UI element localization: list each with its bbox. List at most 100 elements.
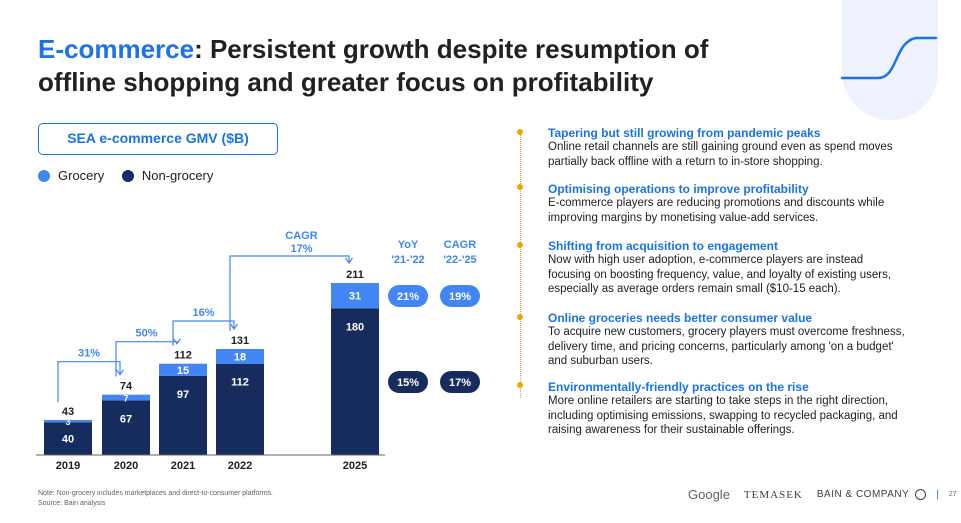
- data-label-grocery-2019: 3: [65, 417, 70, 427]
- bar-grocery-2020: [102, 394, 150, 401]
- bar-grocery-2025: [331, 283, 379, 309]
- bar-grocery-2021: [159, 363, 207, 376]
- title-line-1: : Persistent growth despite resumption o…: [194, 34, 709, 64]
- x-tick-label-2021: 2021: [171, 460, 195, 472]
- timeline-dot: [517, 314, 523, 320]
- x-tick-label-2022: 2022: [228, 460, 252, 472]
- growth-label: 50%: [135, 328, 157, 340]
- growth-table-period: '21-'22: [391, 254, 424, 266]
- insight-item: Online groceries needs better consumer v…: [548, 311, 908, 369]
- timeline-dot: [517, 382, 523, 388]
- insight-item: Optimising operations to improve profita…: [548, 182, 908, 225]
- footnote-note: Note: Non-grocery includes marketplaces …: [38, 490, 273, 497]
- insight-body: E-commerce players are reducing promotio…: [548, 197, 885, 224]
- growth-arrow-2021-2022-head: [230, 323, 238, 331]
- insight-body: To acquire new customers, grocery player…: [548, 326, 905, 367]
- growth-label: 31%: [78, 348, 100, 360]
- growth-table-header: CAGR: [444, 239, 476, 251]
- footnote: Note: Non-grocery includes marketplaces …: [38, 489, 273, 509]
- partner-logos: Google TEMASEK BAIN & COMPANY | 27: [688, 487, 957, 502]
- growth-nongrocery-yoy-value: 15%: [397, 377, 419, 389]
- chart-legend: Grocery Non-grocery: [38, 168, 227, 185]
- growth-grocery-yoy-value: 21%: [397, 291, 419, 303]
- bar-nongrocery-2025: [331, 308, 379, 455]
- legend-swatch-nongrocery: [121, 169, 134, 182]
- legend-item-grocery: Grocery: [38, 168, 104, 183]
- title-line-2: offline shopping and greater focus on pr…: [38, 67, 654, 97]
- chart-title: SEA e-commerce GMV ($B): [38, 123, 278, 155]
- data-label-nongrocery-2020: 67: [120, 413, 132, 425]
- cagr-arrow-2022-2025: [229, 255, 350, 332]
- growth-nongrocery-cagr-value: 17%: [449, 377, 471, 389]
- insight-body: Online retail channels are still gaining…: [548, 141, 893, 168]
- growth-nongrocery-cagr-pill: [440, 371, 480, 393]
- legend-swatch-grocery: [38, 169, 50, 182]
- bar-nongrocery-2022: [216, 363, 264, 455]
- bar-nongrocery-2019: [44, 422, 92, 455]
- insight-item: Environmentally-friendly practices on th…: [548, 380, 908, 438]
- bain-logo: BAIN & COMPANY: [816, 489, 910, 500]
- growth-arrow-2020-2021-head: [173, 338, 181, 345]
- data-label-nongrocery-2019: 40: [62, 434, 74, 446]
- growth-arrow-2019-2020-head: [116, 369, 124, 376]
- legend-label-nongrocery: Non-grocery: [141, 168, 214, 183]
- growth-label: 16%: [192, 307, 214, 319]
- insight-heading: Online groceries needs better consumer v…: [548, 311, 813, 325]
- total-label-2019: 43: [62, 406, 74, 418]
- cagr-label: CAGR: [285, 230, 317, 242]
- title-accent: E-commerce: [38, 34, 195, 64]
- growth-grocery-cagr-pill: [440, 285, 480, 307]
- growth-grocery-yoy-pill: [388, 285, 428, 307]
- gmv-bar-chart: 40 343 2019 67 774 2020 97 15 112 2021 112 18 131 202…: [36, 230, 480, 472]
- insight-heading: Environmentally-friendly practices on th…: [548, 380, 809, 394]
- insight-heading: Shifting from acquisition to engagement: [548, 239, 779, 253]
- data-label-nongrocery-2025: 180: [346, 321, 364, 333]
- timeline-spine: [520, 130, 521, 398]
- bar-grocery-2022: [216, 349, 264, 364]
- data-label-grocery-2022: 18: [234, 351, 246, 363]
- total-label-2020: 74: [120, 381, 133, 393]
- insight-item: Shifting from acquisition to engagement …: [548, 239, 908, 297]
- x-tick-label-2019: 2019: [56, 460, 80, 472]
- data-label-grocery-2020: 7: [123, 394, 128, 404]
- google-logo: Google: [688, 487, 730, 502]
- data-label-grocery-2025: 31: [349, 291, 361, 303]
- temasek-logo: TEMASEK: [743, 488, 803, 501]
- bar-nongrocery-2020: [102, 400, 150, 455]
- legend-item-nongrocery: Non-grocery: [121, 168, 214, 183]
- timeline-dot: [517, 129, 523, 135]
- total-label-2021: 112: [174, 350, 192, 362]
- data-label-grocery-2021: 15: [177, 365, 189, 377]
- insight-heading: Tapering but still growing from pandemic…: [548, 126, 821, 140]
- legend-label-grocery: Grocery: [58, 168, 105, 183]
- page-title: E-commerce: Persistent growth despite re…: [38, 33, 798, 99]
- x-tick-label-2025: 2025: [343, 460, 367, 472]
- insight-body: More online retailers are starting to ta…: [548, 395, 898, 436]
- insight-item: Tapering but still growing from pandemic…: [548, 126, 908, 169]
- data-label-nongrocery-2021: 97: [177, 389, 189, 401]
- footnote-source: Source: Bain analysis: [38, 500, 106, 507]
- page-number: 27: [948, 491, 957, 498]
- growth-arrow-2019-2020: [57, 361, 121, 402]
- bar-nongrocery-2021: [159, 375, 207, 455]
- bain-ring-icon: [915, 489, 927, 500]
- cagr-arrow-2022-2025-head: [345, 257, 353, 265]
- brand-swoosh-icon: [840, 36, 938, 80]
- bar-grocery-2019: [44, 419, 92, 423]
- timeline-dot: [517, 242, 523, 248]
- growth-arrow-2021-2022: [172, 320, 235, 346]
- growth-table-period: '22-'25: [443, 254, 476, 266]
- growth-grocery-cagr-value: 19%: [449, 291, 471, 303]
- decorative-panel: [842, 0, 938, 120]
- total-label-2025: 211: [346, 269, 364, 281]
- timeline-dot: [517, 184, 523, 190]
- insight-heading: Optimising operations to improve profita…: [548, 182, 809, 196]
- x-tick-label-2020: 2020: [114, 460, 138, 472]
- total-label-2022: 131: [231, 335, 249, 347]
- growth-table-header: YoY: [398, 239, 419, 251]
- logo-separator: |: [936, 489, 939, 500]
- cagr-value: 17%: [290, 243, 312, 255]
- insight-body: Now with high user adoption, e-commerce …: [548, 254, 892, 295]
- growth-nongrocery-yoy-pill: [388, 371, 428, 393]
- data-label-nongrocery-2022: 112: [231, 377, 249, 389]
